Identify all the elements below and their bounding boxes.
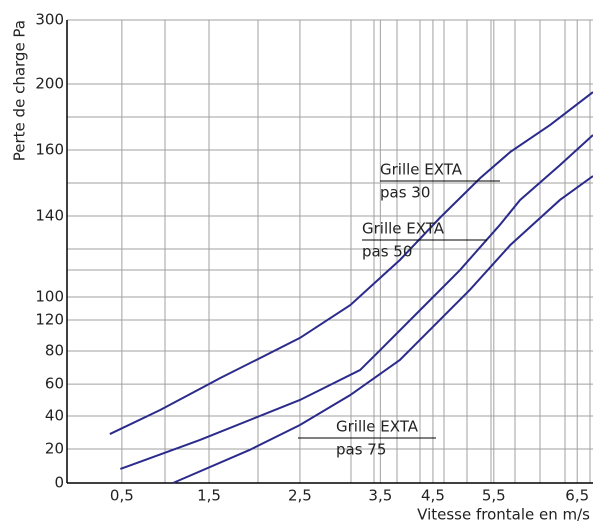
- x-tick-label: 0,5: [110, 487, 134, 505]
- y-tick-label: 300: [35, 11, 64, 29]
- y-tick-label: 160: [35, 140, 64, 158]
- y-tick-label: 140: [35, 207, 64, 225]
- curve: [120, 134, 593, 470]
- curve: [109, 91, 593, 435]
- y-tick-label: 20: [45, 440, 64, 458]
- annotation: Grille EXTA: [336, 418, 419, 436]
- annotation: pas 50: [362, 243, 412, 261]
- y-axis-label: Perte de charge Pa: [11, 20, 29, 161]
- x-tick-label: 4,5: [421, 487, 445, 505]
- y-tick-label: 40: [45, 407, 64, 425]
- y-tick-label: 200: [35, 75, 64, 93]
- annotation: Grille EXTA: [380, 161, 463, 179]
- annotation: pas 30: [380, 184, 430, 202]
- curve: [172, 175, 593, 484]
- x-axis-label: Vitesse frontale en m/s: [417, 506, 590, 524]
- x-tick-label: 5,5: [482, 487, 506, 505]
- y-tick-label: 60: [45, 375, 64, 393]
- x-tick-label: 6,5: [565, 487, 589, 505]
- y-tick-label: 100: [35, 288, 64, 306]
- x-tick-label: 2,5: [288, 487, 312, 505]
- annotation: pas 75: [336, 441, 386, 459]
- x-tick-label: 3,5: [368, 487, 392, 505]
- y-tick-label: 80: [45, 342, 64, 360]
- x-tick-label: 1,5: [197, 487, 221, 505]
- y-tick-label: 120: [35, 311, 64, 329]
- y-tick-label: 0: [54, 474, 64, 492]
- annotation: Grille EXTA: [362, 220, 445, 238]
